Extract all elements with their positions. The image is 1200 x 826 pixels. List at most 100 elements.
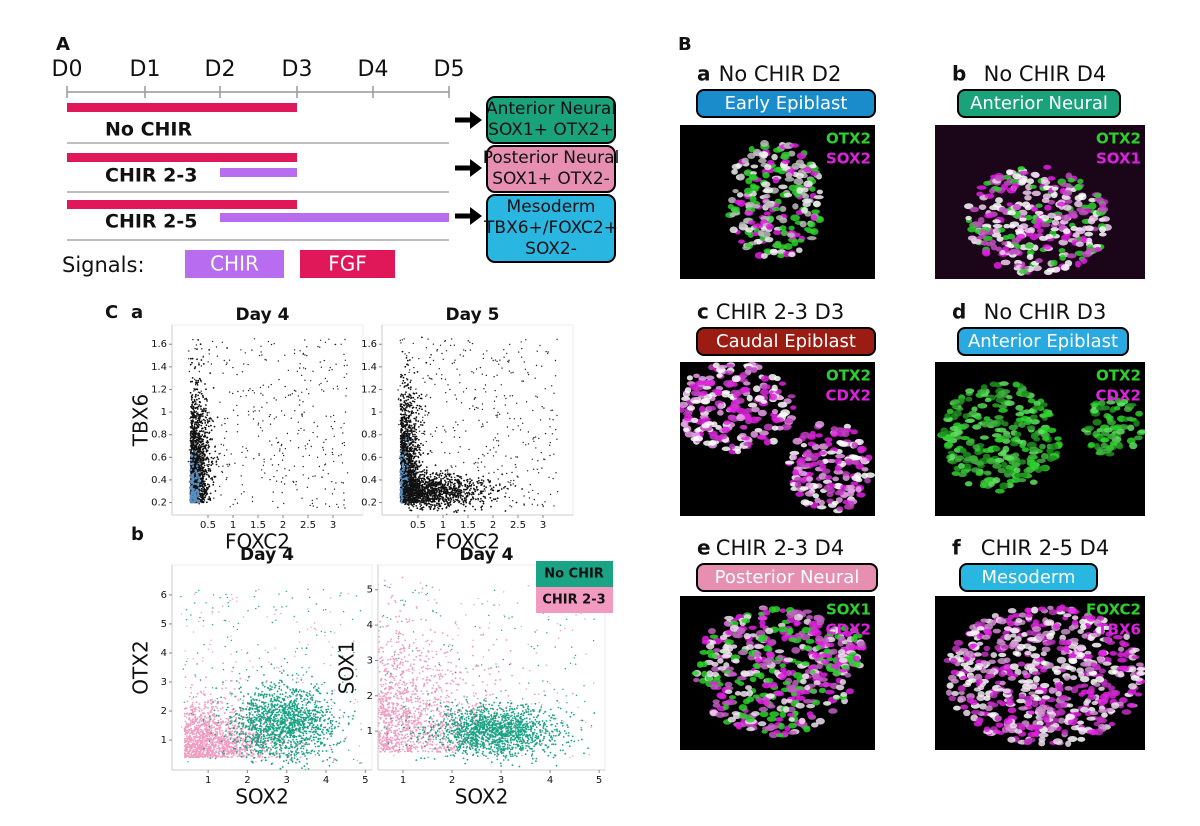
scatter-dot <box>258 410 261 412</box>
cell <box>757 409 767 417</box>
x-tick-label: 0.5 <box>200 520 216 531</box>
cell <box>993 729 1001 734</box>
scatter-dot <box>273 343 275 345</box>
cell <box>1102 691 1111 698</box>
cell <box>702 380 712 386</box>
scatter-dot <box>322 469 324 471</box>
cell <box>794 481 802 489</box>
cell <box>1052 678 1061 683</box>
cell <box>1007 614 1014 620</box>
cell <box>1015 617 1023 623</box>
scatter-dot <box>196 408 199 410</box>
cell <box>983 695 991 701</box>
scatter-dot <box>230 453 232 455</box>
scatter-dot <box>200 405 202 408</box>
scatter-dot <box>304 354 306 356</box>
scatter-dot <box>199 436 201 439</box>
scatter-dot <box>214 490 217 492</box>
cell <box>783 192 793 198</box>
scatter-dot <box>324 464 326 466</box>
cell <box>745 201 755 208</box>
scatter-dot <box>318 384 320 386</box>
cell <box>810 461 818 467</box>
cell <box>1007 676 1016 681</box>
scatter-dot <box>200 365 202 367</box>
cell <box>794 613 803 621</box>
cell <box>831 500 839 505</box>
scatter-dot <box>251 500 254 503</box>
cell <box>724 681 733 688</box>
cell <box>951 690 959 697</box>
scatter-dot <box>267 340 270 343</box>
scatter-dot <box>201 485 204 487</box>
cell <box>1040 452 1049 460</box>
scatter-dot <box>195 388 198 391</box>
scatter-dot <box>201 480 203 483</box>
scatter-dot <box>191 451 193 454</box>
cell <box>997 618 1007 625</box>
scatter-dot <box>197 476 201 479</box>
cell <box>1008 250 1015 256</box>
cell <box>1031 206 1038 212</box>
cell <box>1027 731 1037 738</box>
scatter-dot <box>211 419 213 421</box>
cell <box>778 184 788 190</box>
cell <box>1103 427 1113 433</box>
cell <box>1032 619 1040 626</box>
scatter-dot <box>197 457 199 459</box>
scatter-dot <box>248 414 250 416</box>
scatter-dot <box>195 418 197 420</box>
scatter-dot <box>283 414 286 416</box>
scatter-dot <box>265 359 267 361</box>
stain-label: CDX2 <box>826 621 871 639</box>
scatter-dot <box>266 402 268 404</box>
scatter-dot <box>190 449 193 452</box>
cell <box>982 448 992 454</box>
cell <box>957 695 967 703</box>
cell <box>739 424 748 430</box>
cell <box>852 655 861 662</box>
scatter-dot <box>237 414 239 417</box>
scatter-dot <box>209 417 211 420</box>
cell <box>861 467 869 472</box>
cell <box>1116 442 1124 450</box>
cell <box>735 723 743 730</box>
plot-title: Day 4 <box>236 305 290 325</box>
cell <box>717 409 724 416</box>
scatter-dot <box>194 366 197 368</box>
cell <box>723 420 731 425</box>
cell <box>727 204 734 210</box>
cell <box>1071 619 1079 626</box>
cell <box>1033 223 1040 229</box>
scatter-dot <box>216 456 219 459</box>
cell <box>815 433 823 438</box>
scatter-dot <box>280 410 283 412</box>
cell <box>820 652 829 658</box>
cell <box>994 415 1004 420</box>
scatter-dot <box>260 427 262 429</box>
cell <box>690 389 701 397</box>
cell <box>1029 184 1037 189</box>
scatter-dot <box>191 462 195 465</box>
outcome-box <box>486 96 616 144</box>
scatter-dot <box>302 474 304 476</box>
scatter-dot <box>208 485 211 487</box>
scatter-dot <box>279 448 281 450</box>
cell <box>787 232 795 238</box>
scatter-dot <box>284 385 286 388</box>
cell <box>780 165 790 171</box>
signal-label: CHIR <box>210 252 259 276</box>
scatter-dot <box>236 502 239 504</box>
scatter-dot <box>203 464 206 467</box>
cell <box>811 672 820 680</box>
cell <box>988 659 996 665</box>
scatter-dot <box>297 433 299 435</box>
cell <box>983 470 992 475</box>
scatter-dot <box>221 424 223 426</box>
cell <box>760 226 768 232</box>
cell <box>944 413 951 419</box>
scatter-dot <box>202 458 205 460</box>
scatter-dot <box>269 423 272 425</box>
cell <box>745 685 752 691</box>
cell <box>763 645 772 652</box>
